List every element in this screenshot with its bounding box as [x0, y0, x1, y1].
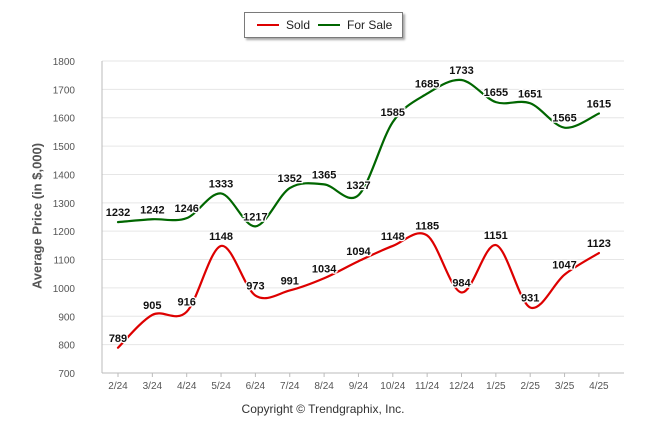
y-tick-label: 1300 — [53, 199, 76, 210]
y-tick-label: 900 — [58, 312, 75, 323]
x-tick-label: 6/24 — [246, 381, 266, 392]
data-label-for-sale: 1585 — [381, 107, 405, 119]
x-tick-label: 2/25 — [520, 381, 540, 392]
data-label-for-sale: 1651 — [518, 88, 542, 100]
x-tick-label: 11/24 — [415, 381, 440, 392]
x-tick-label: 9/24 — [349, 381, 369, 392]
data-label-for-sale: 1352 — [278, 173, 302, 185]
y-axis-title: Average Price (in $,000) — [29, 142, 45, 290]
data-label-for-sale: 1655 — [484, 87, 508, 99]
x-tick-label: 2/24 — [108, 381, 128, 392]
legend-label-sold: Sold — [286, 18, 311, 32]
data-label-sold: 973 — [246, 281, 264, 293]
legend-swatch-sold — [257, 24, 279, 26]
y-tick-label: 1100 — [53, 256, 75, 267]
plot-area — [102, 61, 624, 373]
legend-label-for-sale: For Sale — [347, 18, 393, 32]
data-label-sold: 1123 — [587, 238, 611, 250]
data-label-for-sale: 1565 — [552, 113, 576, 125]
y-tick-label: 700 — [58, 369, 75, 380]
data-label-sold: 789 — [109, 333, 127, 345]
y-tick-label: 1200 — [53, 227, 76, 238]
data-label-for-sale: 1217 — [243, 211, 267, 223]
data-label-sold: 1034 — [312, 263, 337, 275]
data-label-sold: 984 — [452, 277, 471, 289]
legend: Sold For Sale — [244, 12, 403, 38]
legend-item-sold: Sold — [257, 18, 310, 32]
data-label-sold: 1094 — [346, 246, 371, 258]
data-label-for-sale: 1615 — [587, 98, 611, 110]
data-label-sold: 1047 — [552, 260, 576, 272]
y-tick-label: 1800 — [53, 57, 76, 68]
data-label-for-sale: 1246 — [174, 203, 198, 215]
x-tick-label: 4/24 — [177, 381, 197, 392]
data-label-sold: 931 — [521, 292, 539, 304]
x-tick-label: 3/24 — [143, 381, 163, 392]
y-tick-label: 1700 — [53, 85, 76, 96]
data-label-sold: 1148 — [381, 231, 405, 243]
y-tick-label: 1600 — [53, 114, 76, 125]
y-tick-label: 1400 — [53, 170, 76, 181]
series-line-for-sale — [116, 78, 600, 228]
x-tick-label: 4/25 — [589, 381, 609, 392]
x-tick-label: 10/24 — [380, 381, 405, 392]
x-tick-label: 1/25 — [486, 381, 506, 392]
y-tick-label: 1000 — [53, 284, 76, 295]
data-label-for-sale: 1242 — [140, 204, 164, 216]
x-tick-label: 12/24 — [449, 381, 474, 392]
legend-swatch-for-sale — [318, 24, 340, 26]
data-label-for-sale: 1327 — [346, 180, 370, 192]
data-label-for-sale: 1685 — [415, 79, 439, 91]
data-label-sold: 1148 — [209, 231, 233, 243]
x-tick-label: 8/24 — [314, 381, 334, 392]
data-label-sold: 1185 — [415, 220, 439, 232]
legend-item-for-sale: For Sale — [318, 18, 392, 32]
x-tick-label: 7/24 — [280, 381, 300, 392]
copyright-text: Copyright © Trendgraphix, Inc. — [241, 402, 405, 416]
y-tick-label: 1500 — [53, 142, 76, 153]
data-label-sold: 916 — [178, 297, 196, 309]
series-line-sold — [116, 232, 600, 349]
data-label-for-sale: 1365 — [312, 169, 336, 181]
data-label-sold: 991 — [281, 275, 299, 287]
data-label-sold: 905 — [143, 300, 161, 312]
data-label-sold: 1151 — [484, 230, 508, 242]
y-tick-label: 800 — [58, 341, 75, 352]
x-tick-label: 5/24 — [211, 381, 231, 392]
x-tick-label: 3/25 — [555, 381, 575, 392]
data-label-for-sale: 1733 — [449, 65, 473, 77]
data-label-for-sale: 1333 — [209, 178, 233, 190]
data-label-for-sale: 1232 — [106, 207, 130, 219]
